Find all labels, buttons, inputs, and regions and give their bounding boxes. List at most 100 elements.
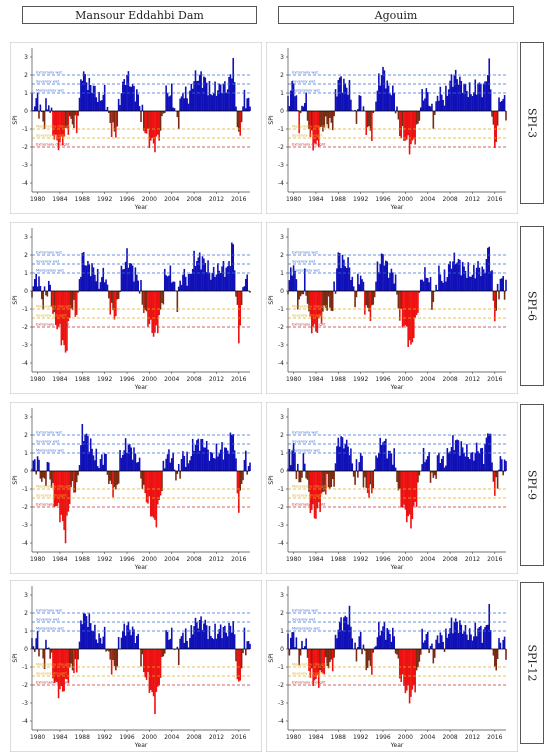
spi-bar bbox=[460, 275, 463, 291]
spi-bar bbox=[429, 106, 432, 111]
spi-bar bbox=[120, 93, 123, 111]
spi-bar bbox=[334, 634, 337, 649]
spi-bar bbox=[418, 111, 421, 121]
spi-bar bbox=[410, 649, 412, 697]
spi-bar bbox=[169, 95, 172, 111]
spi-bar bbox=[496, 283, 499, 291]
spi-bar bbox=[475, 94, 478, 111]
spi-bar bbox=[173, 281, 176, 291]
spi-bar bbox=[161, 471, 163, 492]
spi-bar bbox=[415, 291, 418, 316]
spi-bar bbox=[242, 287, 244, 291]
spi-bar bbox=[467, 639, 470, 649]
spi-bar bbox=[344, 615, 347, 649]
spi-bar bbox=[145, 291, 148, 312]
spi-bar bbox=[243, 286, 246, 291]
x-tick-label: 2004 bbox=[164, 196, 179, 203]
spi-bar bbox=[296, 463, 299, 471]
spi-bar bbox=[488, 433, 491, 471]
y-tick-label: -2 bbox=[278, 682, 284, 689]
spi-bar bbox=[343, 448, 345, 471]
spi-bar bbox=[438, 643, 440, 649]
spi-bar bbox=[383, 70, 386, 111]
spi-bar bbox=[152, 471, 155, 518]
spi-bar bbox=[478, 267, 481, 291]
spi-bar bbox=[112, 291, 114, 311]
spi-bar bbox=[487, 433, 489, 471]
y-tick-label: 3 bbox=[24, 234, 28, 241]
spi-bar bbox=[145, 111, 148, 134]
spi-bar bbox=[163, 468, 166, 471]
spi-bar bbox=[61, 649, 64, 692]
spi-bar bbox=[225, 267, 228, 291]
spi-bar bbox=[338, 446, 341, 471]
spi-bar bbox=[229, 432, 232, 471]
y-tick-label: -2 bbox=[22, 144, 28, 151]
spi-bar bbox=[133, 85, 135, 111]
x-tick-label: 2008 bbox=[186, 556, 201, 563]
spi-bar bbox=[159, 649, 162, 678]
x-tick-label: 2000 bbox=[142, 734, 157, 741]
spi-bar bbox=[421, 279, 423, 291]
spi-bar bbox=[447, 89, 450, 111]
x-tick-label: 2016 bbox=[487, 376, 502, 383]
spi-bar bbox=[194, 617, 197, 649]
spi-bar bbox=[103, 84, 106, 111]
spi-bar bbox=[425, 88, 428, 111]
x-tick-label: 2012 bbox=[465, 556, 480, 563]
spi-bar bbox=[492, 649, 495, 656]
spi-bar bbox=[334, 89, 337, 111]
spi-bar bbox=[456, 79, 458, 111]
spi-bar bbox=[35, 471, 37, 475]
chart-panel-mansour-spi6: Extremely wet Severely wet Moderately wet M… bbox=[10, 222, 262, 394]
threshold-label: Moderately wet bbox=[292, 449, 321, 453]
x-tick-label: 2016 bbox=[487, 734, 502, 741]
spi-bar bbox=[450, 447, 453, 471]
spi-bar bbox=[396, 649, 398, 655]
spi-bar bbox=[352, 286, 355, 291]
spi-bar bbox=[375, 455, 377, 471]
spi-bar bbox=[494, 111, 496, 148]
spi-bar bbox=[203, 76, 205, 111]
spi-bar bbox=[108, 471, 110, 485]
spi-bar bbox=[376, 90, 379, 111]
spi-bar bbox=[362, 106, 365, 111]
spi-bar bbox=[183, 455, 186, 471]
spi-bar bbox=[78, 279, 81, 291]
spi-bar bbox=[134, 267, 137, 291]
spi-bar bbox=[329, 649, 331, 663]
spi-bar bbox=[131, 265, 134, 291]
y-tick-label: -2 bbox=[22, 682, 28, 689]
spi-bar bbox=[106, 649, 109, 651]
spi-bar bbox=[239, 649, 242, 681]
spi-bar bbox=[131, 83, 134, 111]
spi-bar bbox=[305, 638, 307, 649]
y-tick-label: -3 bbox=[22, 522, 28, 529]
y-axis-label: SPI bbox=[12, 295, 19, 304]
spi-bar bbox=[445, 85, 447, 111]
spi-bar bbox=[415, 471, 418, 507]
spi-bar bbox=[130, 635, 133, 649]
threshold-label: Severely drought bbox=[36, 314, 67, 318]
spi-bar bbox=[379, 635, 382, 649]
spi-bar bbox=[452, 261, 454, 291]
spi-bar bbox=[88, 451, 91, 471]
spi-bar bbox=[222, 83, 225, 111]
spi-bar bbox=[503, 291, 506, 300]
spi-bar bbox=[190, 625, 193, 649]
spi-bar bbox=[81, 423, 84, 471]
spi-bar bbox=[425, 459, 428, 471]
spi-bar bbox=[355, 459, 358, 471]
spi-bar bbox=[481, 97, 484, 111]
spi-bar bbox=[224, 276, 226, 291]
spi-bar bbox=[450, 74, 453, 111]
spi-bar bbox=[212, 266, 215, 291]
spi-bar bbox=[134, 453, 137, 471]
spi-bar bbox=[320, 649, 323, 673]
spi-bar bbox=[52, 471, 54, 483]
threshold-label: Extremely drought bbox=[36, 323, 70, 327]
spi-bar bbox=[482, 83, 485, 111]
spi-bar bbox=[231, 78, 233, 111]
spi-bar bbox=[468, 276, 471, 291]
spi-bar bbox=[136, 89, 138, 111]
